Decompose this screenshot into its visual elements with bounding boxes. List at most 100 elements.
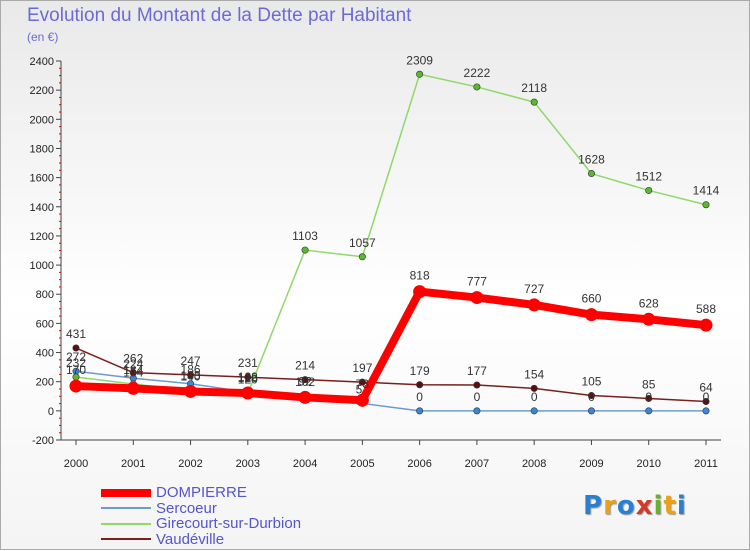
y-tick-label: 600 [36, 318, 54, 330]
data-point-dompierre [699, 318, 713, 332]
data-label-sercoeur: 0 [645, 390, 652, 404]
data-label-vaud-ville: 177 [467, 364, 487, 378]
legend-item-vaud-ville: Vaudéville [101, 530, 301, 548]
data-label-dompierre: 122 [238, 370, 258, 384]
x-tick-label: 2003 [236, 458, 260, 470]
data-point-vaud-ville [530, 384, 538, 392]
data-point-dompierre [355, 393, 369, 407]
legend-item-girecourt-sur-durbion: Girecourt-sur-Durbion [101, 516, 301, 532]
x-tick-label: 2004 [293, 458, 317, 470]
data-point-girecourt-sur-durbion [530, 98, 538, 106]
x-tick-label: 2009 [579, 458, 603, 470]
data-point-dompierre [584, 308, 598, 322]
x-tick-label: 2000 [64, 458, 88, 470]
data-point-girecourt-sur-durbion [473, 83, 481, 91]
data-label-vaud-ville: 154 [524, 367, 544, 381]
data-point-girecourt-sur-durbion [416, 70, 424, 78]
chart-unit: (en €) [27, 30, 59, 44]
data-point-dompierre [184, 384, 198, 398]
y-tick-label: 1600 [30, 173, 54, 185]
x-tick-label: 2002 [178, 458, 202, 470]
data-label-girecourt-sur-durbion: 1057 [349, 236, 376, 250]
x-tick-label: 2006 [407, 458, 431, 470]
data-point-girecourt-sur-durbion [358, 253, 366, 261]
data-label-vaud-ville: 197 [352, 361, 372, 375]
data-label-vaud-ville: 247 [181, 354, 201, 368]
y-tick-label: 2400 [30, 56, 54, 68]
x-tick-label: 2005 [350, 458, 374, 470]
y-tick-label: -200 [32, 435, 54, 447]
data-label-girecourt-sur-durbion: 2222 [464, 66, 491, 80]
data-point-dompierre [126, 381, 140, 395]
data-label-dompierre: 727 [524, 282, 544, 296]
legend-swatch [101, 507, 151, 510]
legend: DOMPIERRE Sercoeur Girecourt-sur-Durbion Va… [101, 485, 301, 547]
data-point-girecourt-sur-durbion [587, 170, 595, 178]
data-point-vaud-ville [72, 344, 80, 352]
data-label-girecourt-sur-durbion: 140 [181, 369, 201, 383]
x-tick-label: 2011 [694, 458, 718, 470]
y-tick-label: 1200 [30, 231, 54, 243]
data-label-girecourt-sur-durbion: 2118 [521, 81, 547, 95]
series-line-sercoeur [75, 370, 707, 412]
legend-swatch [101, 488, 151, 497]
data-label-dompierre: 777 [467, 275, 487, 289]
data-label-girecourt-sur-durbion: 2309 [406, 53, 433, 67]
proxiti-logo: Proxiti [583, 491, 687, 521]
data-point-dompierre [241, 386, 255, 400]
series-line-dompierre [72, 287, 710, 405]
data-point-vaud-ville [702, 398, 710, 406]
data-label-vaud-ville: 85 [642, 377, 656, 391]
y-tick-label: 400 [36, 348, 54, 360]
x-tick-label: 2007 [465, 458, 489, 470]
data-point-girecourt-sur-durbion [645, 186, 653, 194]
data-label-sercoeur: 102 [295, 375, 315, 389]
y-tick-label: 1000 [30, 260, 54, 272]
data-label-girecourt-sur-durbion: 232 [66, 356, 86, 370]
data-label-sercoeur: 224 [123, 357, 143, 371]
data-label-girecourt-sur-durbion: 184 [123, 363, 143, 377]
data-label-sercoeur: 0 [703, 390, 710, 404]
data-label-sercoeur: 0 [531, 390, 538, 404]
data-label-sercoeur: 0 [416, 390, 423, 404]
data-label-dompierre: 588 [696, 302, 716, 316]
legend-label: Vaudéville [156, 530, 225, 548]
x-tick-label: 2008 [522, 458, 546, 470]
data-point-girecourt-sur-durbion [702, 201, 710, 209]
chart-title: Evolution du Montant de la Dette par Hab… [27, 5, 412, 26]
data-label-vaud-ville: 214 [295, 359, 315, 373]
data-label-girecourt-sur-durbion: 1628 [578, 153, 605, 167]
data-point-sercoeur [530, 407, 538, 415]
data-point-vaud-ville [358, 378, 366, 386]
data-point-dompierre [642, 312, 656, 326]
data-label-dompierre: 133 [181, 368, 201, 382]
legend-item-sercoeur: Sercoeur [101, 500, 301, 517]
data-label-sercoeur: 186 [181, 363, 201, 377]
data-point-vaud-ville [301, 376, 309, 384]
data-label-girecourt-sur-durbion: 1414 [693, 184, 720, 198]
data-label-vaud-ville: 105 [581, 375, 601, 389]
x-tick-label: 2001 [121, 458, 145, 470]
data-label-dompierre: 818 [410, 269, 430, 283]
legend-label: Girecourt-sur-Durbion [156, 515, 302, 532]
legend-label: DOMPIERRE [156, 484, 247, 501]
data-point-dompierre [298, 390, 312, 404]
data-label-dompierre: 73 [356, 377, 370, 391]
y-tick-label: 1400 [30, 202, 54, 214]
data-point-vaud-ville [473, 381, 481, 389]
data-point-vaud-ville [244, 373, 252, 381]
data-label-girecourt-sur-durbion: 1512 [635, 169, 662, 183]
data-point-dompierre [69, 379, 83, 393]
data-label-dompierre: 92 [298, 374, 312, 388]
data-label-girecourt-sur-durbion: 1103 [292, 229, 318, 243]
data-point-dompierre [413, 285, 427, 299]
data-point-vaud-ville [416, 381, 424, 389]
legend-swatch [101, 538, 151, 541]
data-label-vaud-ville: 179 [410, 364, 430, 378]
series-line-vaud-ville [75, 347, 707, 403]
data-point-vaud-ville [645, 394, 653, 402]
data-label-dompierre: 660 [581, 292, 601, 306]
data-point-dompierre [527, 298, 541, 312]
